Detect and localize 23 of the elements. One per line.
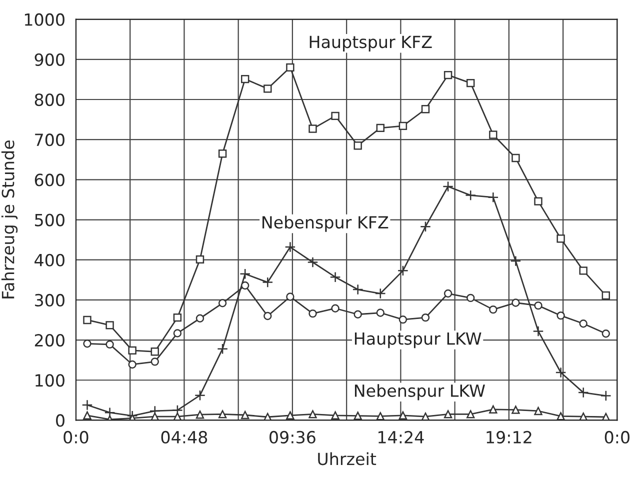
x-tick-label: 14:24 <box>378 430 424 444</box>
y-tick-label: 400 <box>34 254 64 266</box>
x-tick-label: 0:0 <box>64 430 88 444</box>
x-tick-label: 04:48 <box>161 430 208 444</box>
x-tick-label: 0:0 <box>604 430 630 444</box>
series-label: Hauptspur KFZ <box>310 36 432 52</box>
y-tick-label: 900 <box>34 53 64 66</box>
y-tick-label: 200 <box>34 334 64 347</box>
series-label: Nebenspur LKW <box>354 384 485 400</box>
y-tick-label: 300 <box>35 294 64 307</box>
y-tick-label: 700 <box>35 134 64 146</box>
y-tick-label: 0 <box>56 414 64 427</box>
y-tick-label: 800 <box>34 93 64 106</box>
series-label: Nebenspur KFZ <box>262 216 388 232</box>
y-tick-label: 500 <box>35 214 64 226</box>
x-tick-label: 19:12 <box>486 430 532 444</box>
y-tick-label: 1000 <box>24 13 64 26</box>
x-axis-title: Uhrzeit <box>318 452 376 466</box>
y-axis-title: Fahrzeug je Stunde <box>1 140 18 298</box>
y-tick-label: 100 <box>36 374 64 387</box>
series-label: Hauptspur LKW <box>354 332 482 348</box>
x-tick-label: 09:36 <box>270 430 316 444</box>
y-tick-label: 600 <box>34 174 64 186</box>
